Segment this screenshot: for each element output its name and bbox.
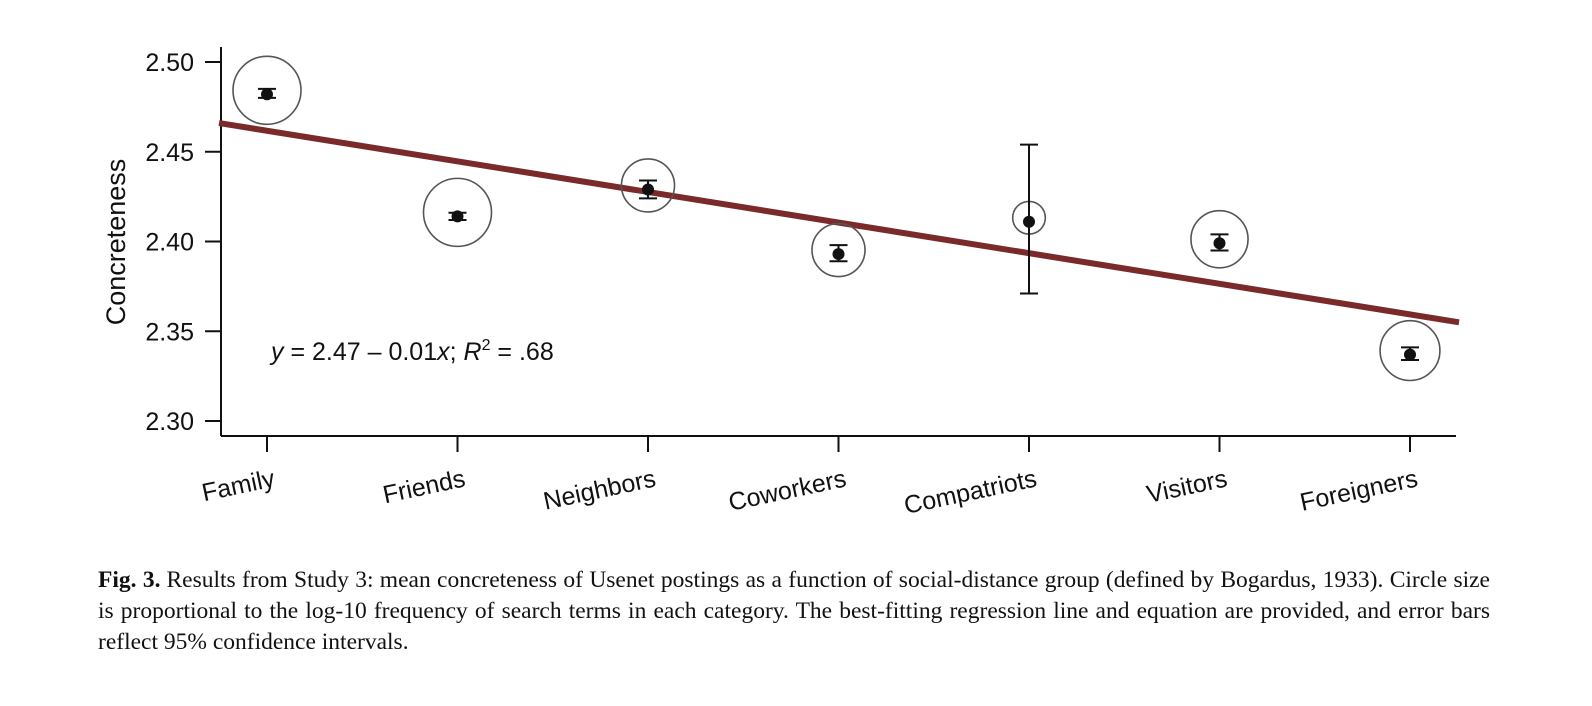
caption-text: Results from Study 3: mean concreteness … bbox=[98, 567, 1490, 655]
frequency-circle bbox=[1379, 319, 1441, 382]
y-tick-label: 2.35 bbox=[145, 318, 194, 346]
x-ticks: Family Friends Neighbors Coworkers Compatrio… bbox=[199, 436, 1420, 520]
eq-rhs: = 2.47 – 0.01 bbox=[284, 338, 438, 366]
x-tick-label: Coworkers bbox=[726, 464, 849, 516]
eq-r: R bbox=[464, 338, 482, 366]
x-tick-label: Friends bbox=[380, 464, 467, 509]
y-axis-label: Concreteness bbox=[101, 159, 131, 326]
regression-equation: y = 2.47 – 0.01x; R2 = .68 bbox=[269, 337, 554, 366]
frequency-circle bbox=[1190, 209, 1249, 269]
eq-y: y bbox=[269, 338, 285, 366]
x-tick-label: Family bbox=[199, 464, 277, 507]
eq-sep: ; bbox=[450, 338, 464, 366]
data-points bbox=[232, 55, 1441, 382]
y-tick-label: 2.45 bbox=[145, 139, 194, 167]
regression-line bbox=[218, 120, 1460, 326]
eq-sup: 2 bbox=[482, 337, 491, 354]
x-tick-label: Neighbors bbox=[541, 464, 658, 515]
frequency-circle bbox=[232, 55, 302, 126]
frequency-circle bbox=[811, 222, 866, 278]
mean-point bbox=[1404, 348, 1416, 361]
caption-label: Fig. 3. bbox=[98, 567, 161, 593]
eq-x: x bbox=[436, 338, 451, 366]
mean-point bbox=[642, 183, 654, 196]
frequency-circle bbox=[422, 177, 493, 248]
y-ticks: 2.30 2.35 2.40 2.45 2.50 bbox=[145, 49, 221, 436]
mean-point bbox=[261, 88, 273, 101]
y-tick-label: 2.40 bbox=[145, 229, 194, 257]
regression-line-group bbox=[218, 120, 1460, 326]
mean-point bbox=[451, 210, 464, 223]
mean-point bbox=[1213, 237, 1226, 250]
y-tick-label: 2.50 bbox=[145, 49, 194, 77]
x-tick-label: Foreigners bbox=[1298, 464, 1421, 516]
mean-point bbox=[1023, 215, 1035, 228]
y-tick-label: 2.30 bbox=[145, 408, 194, 436]
frequency-circle bbox=[620, 158, 676, 213]
x-tick-label: Visitors bbox=[1144, 464, 1230, 508]
figure-caption: Fig. 3. Results from Study 3: mean concre… bbox=[98, 565, 1490, 658]
chart: 2.30 2.35 2.40 2.45 2.50 Family Friends Neighb… bbox=[101, 47, 1460, 520]
x-tick-label: Compatriots bbox=[902, 464, 1040, 519]
mean-point bbox=[832, 248, 845, 261]
eq-value: = .68 bbox=[490, 338, 553, 366]
